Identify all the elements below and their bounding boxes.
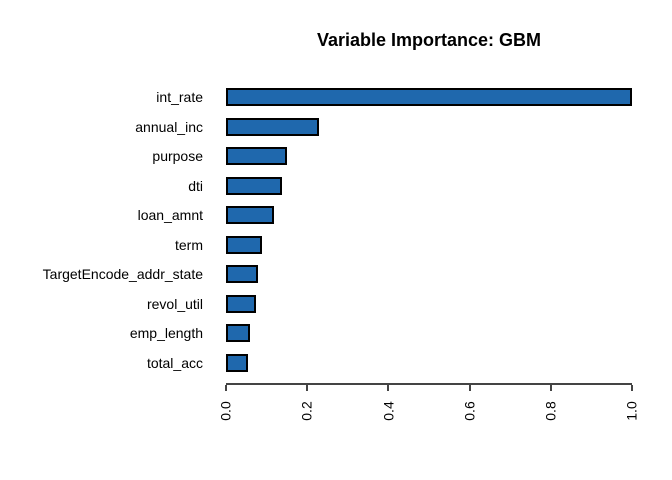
x-tick-label: 0.0 <box>218 401 234 421</box>
bar <box>226 176 282 195</box>
bar <box>226 206 275 224</box>
x-tick-label: 0.8 <box>542 401 559 421</box>
bar <box>226 265 258 283</box>
y-axis-label: purpose <box>152 148 203 164</box>
x-axis-tick <box>631 385 633 391</box>
x-tick-label: 0.6 <box>461 401 478 421</box>
bar <box>226 324 250 342</box>
y-axis-label: dti <box>188 177 203 194</box>
bar <box>226 353 249 372</box>
x-axis-tick <box>306 385 309 391</box>
bar <box>226 117 320 136</box>
x-tick-label: 0.4 <box>380 401 397 421</box>
x-axis-tick <box>549 385 552 391</box>
y-axis-label: total_acc <box>146 354 203 371</box>
chart-title: Variable Importance: GBM <box>316 30 542 50</box>
y-axis-label: annual_inc <box>135 118 203 135</box>
y-axis-label: revol_util <box>146 295 203 312</box>
bar <box>226 294 257 313</box>
bar <box>226 235 263 254</box>
y-axis-label: loan_amnt <box>137 207 203 223</box>
x-tick-label: 0.2 <box>299 401 316 421</box>
bar <box>226 88 632 106</box>
y-axis-label: emp_length <box>129 325 203 341</box>
x-tick-label: 1.0 <box>624 401 640 421</box>
x-axis-line <box>226 383 632 385</box>
bar <box>226 147 287 165</box>
x-axis-tick <box>387 385 390 391</box>
y-axis-label: TargetEncode_addr_state <box>42 266 203 282</box>
x-axis-tick <box>468 385 471 391</box>
y-axis-label: int_rate <box>156 89 203 105</box>
y-axis-label: term <box>175 236 203 253</box>
x-axis-tick <box>225 385 227 391</box>
